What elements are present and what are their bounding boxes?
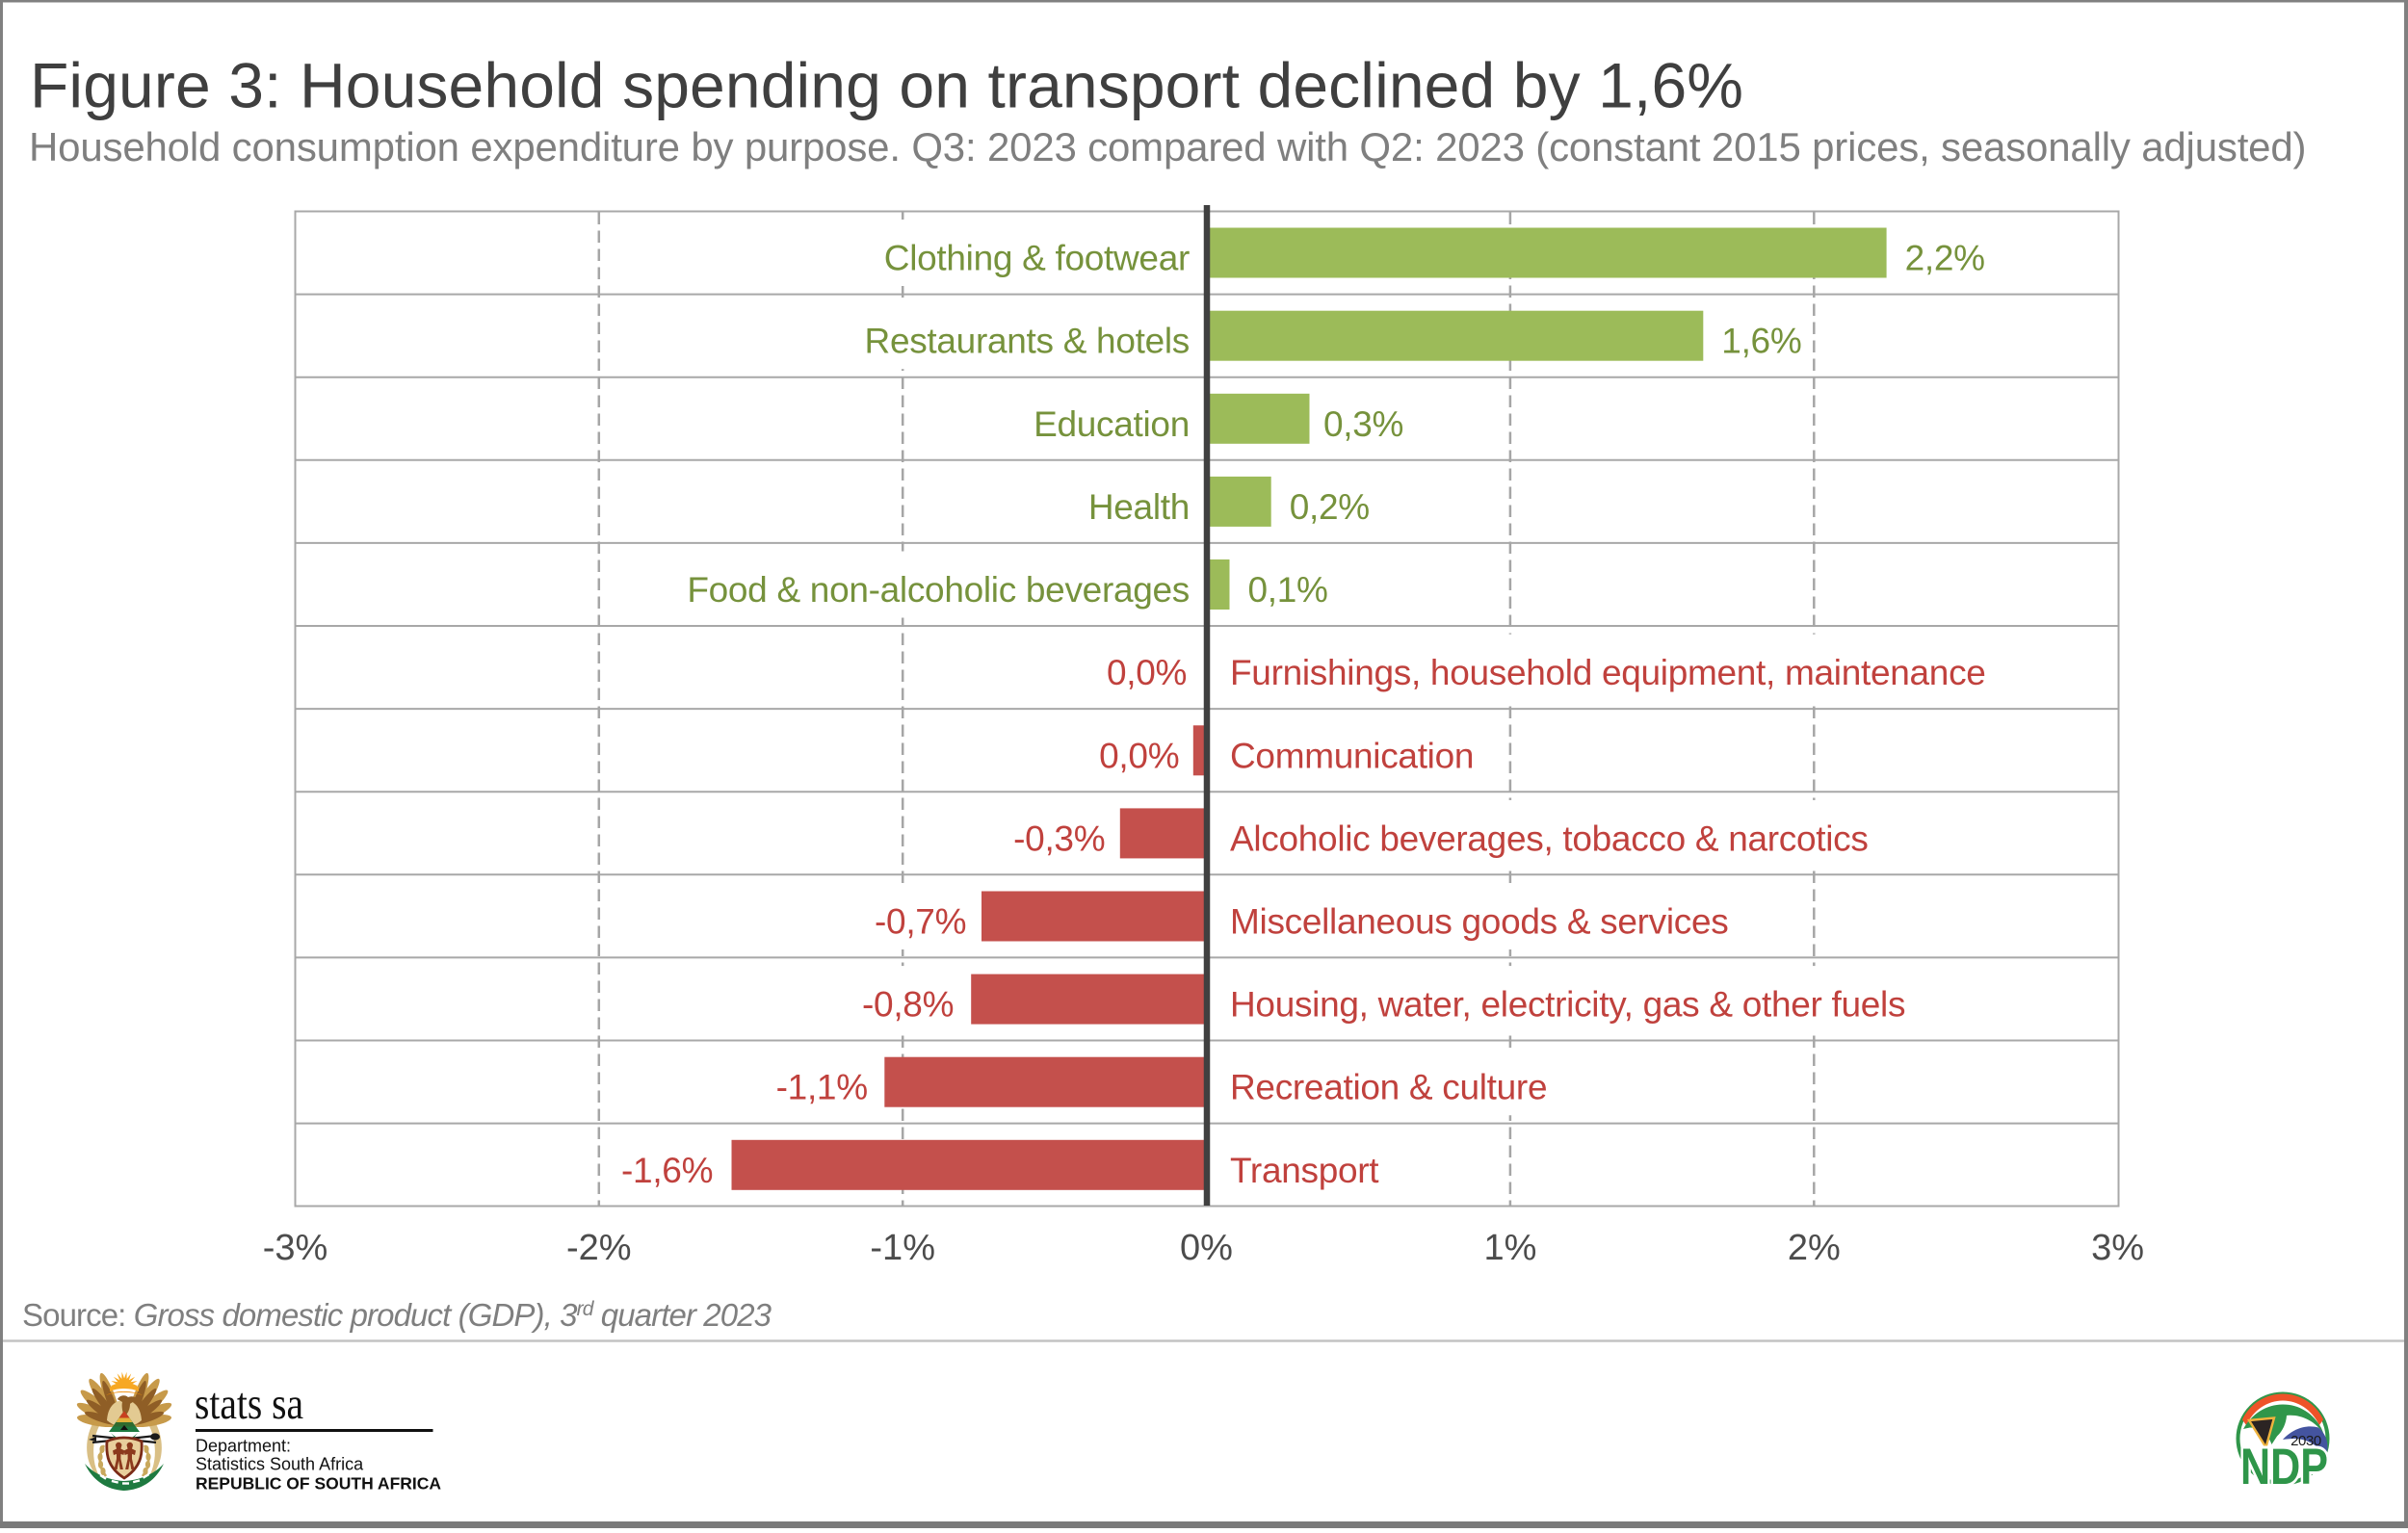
svg-text:stats sa: stats sa bbox=[195, 1379, 303, 1429]
svg-text:3%: 3% bbox=[2091, 1228, 2144, 1268]
svg-text:Furnishings, household equipme: Furnishings, household equipment, mainte… bbox=[1230, 653, 1986, 692]
svg-text:Health: Health bbox=[1088, 487, 1190, 527]
svg-text:Housing, water, electricity, g: Housing, water, electricity, gas & other… bbox=[1230, 985, 1905, 1025]
svg-text:Restaurants & hotels: Restaurants & hotels bbox=[865, 322, 1190, 361]
svg-text:1,6%: 1,6% bbox=[1721, 322, 1801, 361]
svg-text:-0,3%: -0,3% bbox=[1013, 818, 1105, 858]
svg-text:Household consumption expendit: Household consumption expenditure by pur… bbox=[29, 124, 2306, 169]
svg-text:Clothing & footwear: Clothing & footwear bbox=[884, 239, 1190, 278]
svg-text:0%: 0% bbox=[1180, 1228, 1233, 1268]
svg-text:-1%: -1% bbox=[870, 1228, 935, 1268]
svg-text:0,0%: 0,0% bbox=[1107, 653, 1187, 692]
svg-text:2030: 2030 bbox=[2290, 1433, 2321, 1449]
svg-text:Source: Gross domestic product: Source: Gross domestic product (GDP), 3r… bbox=[22, 1297, 772, 1333]
svg-text:-1,6%: -1,6% bbox=[621, 1151, 713, 1190]
svg-text:Alcoholic beverages, tobacco: Alcoholic beverages, tobacco & narcotics bbox=[1230, 818, 1869, 858]
svg-text:0,2%: 0,2% bbox=[1290, 487, 1370, 527]
svg-text:Recreation & culture: Recreation & culture bbox=[1230, 1068, 1547, 1107]
svg-text:REPUBLIC OF SOUTH AFRICA: REPUBLIC OF SOUTH AFRICA bbox=[196, 1474, 441, 1494]
svg-text:Education: Education bbox=[1034, 404, 1190, 444]
svg-text:2%: 2% bbox=[1788, 1228, 1841, 1268]
svg-text:Communication: Communication bbox=[1230, 736, 1474, 775]
svg-text:0,1%: 0,1% bbox=[1248, 570, 1328, 610]
svg-text:Miscellaneous goods & services: Miscellaneous goods & services bbox=[1230, 902, 1728, 942]
svg-text:Statistics South Africa: Statistics South Africa bbox=[196, 1454, 364, 1473]
svg-text:-2%: -2% bbox=[566, 1228, 632, 1268]
svg-text:-0,8%: -0,8% bbox=[862, 985, 954, 1025]
svg-text:0,3%: 0,3% bbox=[1323, 404, 1403, 444]
svg-text:0,0%: 0,0% bbox=[1099, 736, 1179, 775]
svg-text:2,2%: 2,2% bbox=[1905, 239, 1985, 278]
svg-text:-0,7%: -0,7% bbox=[875, 902, 966, 942]
svg-text:-1,1%: -1,1% bbox=[776, 1068, 868, 1107]
svg-text:Figure 3: Household spending o: Figure 3: Household spending on transpor… bbox=[30, 50, 1743, 121]
svg-text:NDP: NDP bbox=[2240, 1439, 2328, 1495]
svg-text:Transport: Transport bbox=[1230, 1151, 1379, 1190]
svg-text:1%: 1% bbox=[1483, 1228, 1536, 1268]
svg-text:-3%: -3% bbox=[263, 1228, 328, 1268]
svg-text:Food & non-alcoholic beverages: Food & non-alcoholic beverages bbox=[687, 570, 1190, 610]
svg-text:Department:: Department: bbox=[196, 1436, 291, 1455]
